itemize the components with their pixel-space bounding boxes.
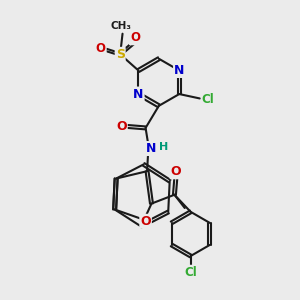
Text: O: O <box>130 31 140 44</box>
Text: N: N <box>146 142 156 155</box>
Text: Cl: Cl <box>184 266 197 279</box>
Text: O: O <box>96 42 106 55</box>
Text: S: S <box>116 48 125 61</box>
Text: H: H <box>159 142 169 152</box>
Text: O: O <box>140 215 151 228</box>
Text: O: O <box>116 120 127 133</box>
Text: N: N <box>174 64 184 77</box>
Text: N: N <box>133 88 144 100</box>
Text: O: O <box>171 165 181 178</box>
Text: CH₃: CH₃ <box>111 21 132 31</box>
Text: Cl: Cl <box>202 93 214 106</box>
